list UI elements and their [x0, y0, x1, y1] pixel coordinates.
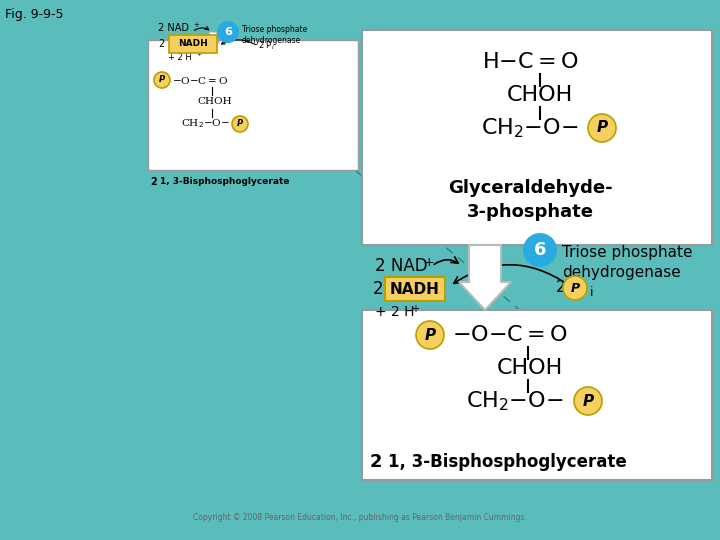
Text: 6: 6 [224, 27, 232, 37]
Circle shape [232, 116, 248, 132]
Text: 6: 6 [534, 241, 546, 259]
Text: +: + [424, 255, 435, 268]
Text: + 2 H: + 2 H [168, 52, 192, 62]
Text: P: P [159, 76, 165, 84]
Circle shape [588, 114, 616, 142]
Text: Triose phosphate
dehydrogenase: Triose phosphate dehydrogenase [562, 245, 693, 280]
Text: Glyceraldehyde-
3-phosphate: Glyceraldehyde- 3-phosphate [448, 179, 612, 221]
Text: $-$O$-$C$=$O: $-$O$-$C$=$O [452, 325, 568, 345]
FancyArrowPatch shape [434, 257, 458, 265]
FancyArrowPatch shape [454, 265, 567, 285]
Circle shape [574, 387, 602, 415]
Text: $-$O$-$C$=$O: $-$O$-$C$=$O [171, 75, 228, 85]
Text: P: P [424, 327, 436, 342]
Text: i: i [590, 286, 593, 299]
FancyArrow shape [206, 32, 220, 48]
Text: +: + [193, 22, 199, 28]
Circle shape [416, 321, 444, 349]
FancyBboxPatch shape [148, 40, 358, 170]
FancyBboxPatch shape [362, 30, 712, 245]
FancyBboxPatch shape [169, 35, 217, 53]
Text: 2 NAD: 2 NAD [375, 257, 428, 275]
FancyBboxPatch shape [385, 277, 445, 301]
Text: CH$_2$$-$O$-$: CH$_2$$-$O$-$ [181, 118, 230, 130]
Text: 2 P$_i$: 2 P$_i$ [258, 40, 275, 52]
Circle shape [563, 276, 587, 300]
Circle shape [154, 72, 170, 88]
FancyBboxPatch shape [362, 310, 712, 480]
Circle shape [523, 233, 557, 267]
Text: Triose phosphate
dehydrogenase: Triose phosphate dehydrogenase [242, 25, 307, 45]
Text: + 2 H: + 2 H [375, 305, 415, 319]
Text: 1, 3-Bisphosphoglycerate: 1, 3-Bisphosphoglycerate [160, 177, 289, 186]
Text: CH$_2$$-$O$-$: CH$_2$$-$O$-$ [481, 116, 579, 140]
Text: Fig. 9-9-5: Fig. 9-9-5 [5, 8, 63, 21]
Text: P: P [570, 281, 580, 294]
Circle shape [217, 21, 239, 43]
Text: CHOH: CHOH [198, 98, 233, 106]
Text: 2: 2 [556, 280, 570, 295]
FancyBboxPatch shape [130, 20, 360, 525]
Text: NADH: NADH [390, 281, 440, 296]
Text: P: P [237, 119, 243, 129]
FancyArrowPatch shape [222, 40, 256, 45]
Text: H$-$C$=$O: H$-$C$=$O [482, 52, 578, 72]
Text: 2: 2 [370, 453, 382, 471]
Text: P: P [582, 394, 593, 408]
Text: CHOH: CHOH [497, 358, 563, 378]
Text: CHOH: CHOH [507, 85, 573, 105]
FancyArrow shape [459, 245, 511, 310]
Text: 2: 2 [373, 280, 384, 298]
Text: +: + [411, 304, 419, 314]
Text: 2: 2 [150, 177, 157, 187]
Text: 2: 2 [158, 39, 164, 49]
Text: 1, 3-Bisphosphoglycerate: 1, 3-Bisphosphoglycerate [388, 453, 626, 471]
Text: NADH: NADH [178, 39, 208, 49]
Text: CH$_2$$-$O$-$: CH$_2$$-$O$-$ [467, 389, 564, 413]
Text: Copyright © 2008 Pearson Education, Inc., publishing as Pearson Benjamin Cumming: Copyright © 2008 Pearson Education, Inc.… [193, 514, 527, 523]
Text: +: + [196, 52, 202, 57]
Text: 2 NAD: 2 NAD [158, 23, 189, 33]
Text: P: P [596, 120, 608, 136]
FancyArrowPatch shape [194, 26, 209, 30]
